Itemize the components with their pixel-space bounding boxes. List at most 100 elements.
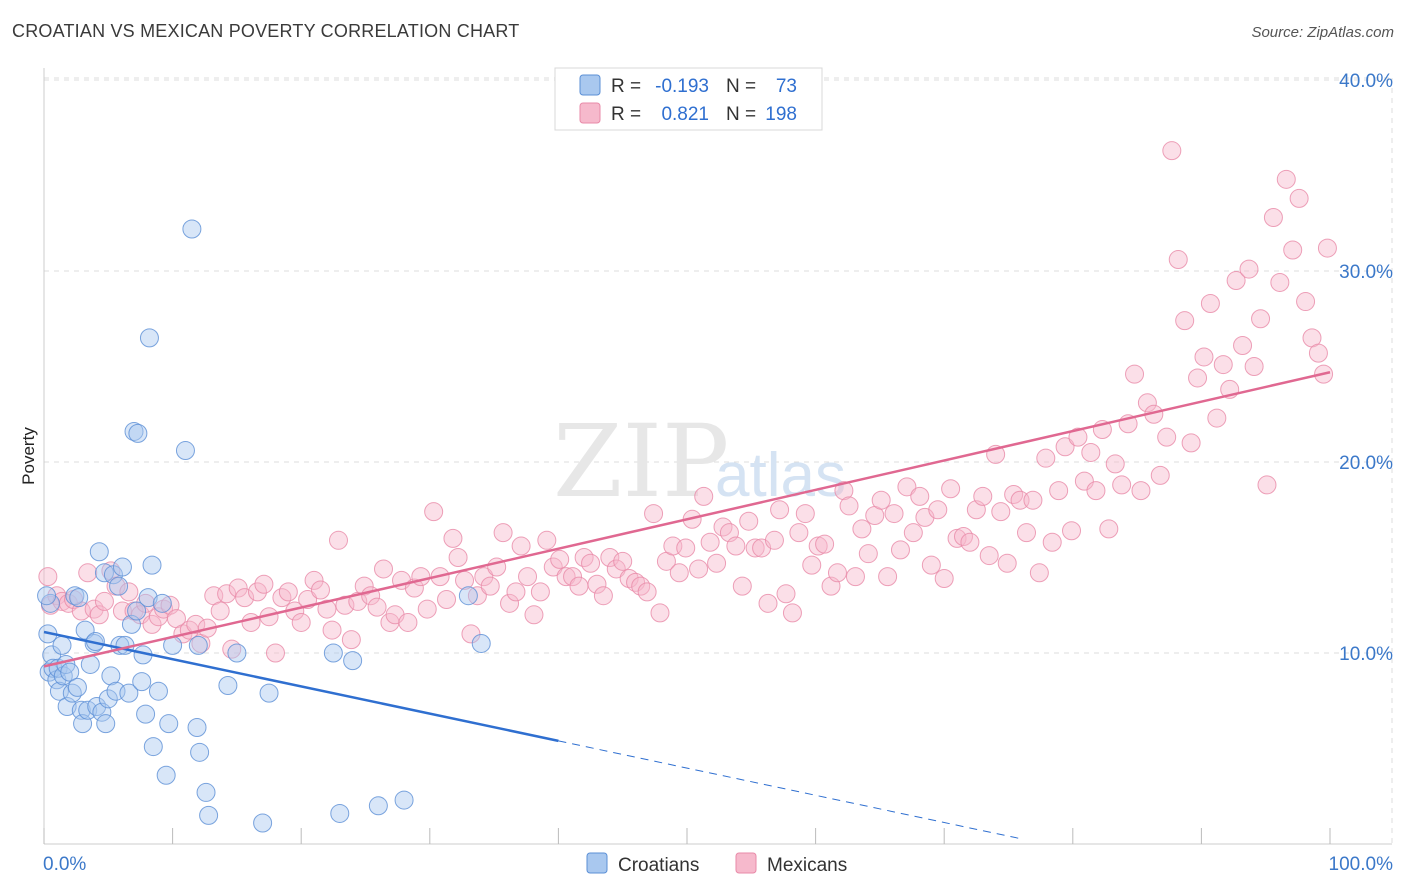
point-mexicans-45 — [310, 580, 330, 600]
point-mexicans-182 — [1175, 311, 1195, 331]
y-tick-labels: 10.0% 20.0% 30.0% 40.0% — [1339, 71, 1393, 665]
point-mexicans-113 — [739, 511, 759, 531]
point-mexicans-106 — [694, 486, 714, 506]
point-mexicans-97 — [637, 582, 657, 602]
trendlines — [43, 371, 1331, 840]
point-mexicans-130 — [845, 567, 865, 587]
series-croatians-points — [37, 219, 491, 833]
point-croatians-29 — [98, 689, 118, 709]
legend: R = -0.193 N = 73 R = 0.821 N = 198 — [554, 67, 823, 131]
point-mexicans-162 — [1049, 481, 1069, 501]
point-mexicans-145 — [941, 479, 961, 499]
point-mexicans-79 — [524, 605, 544, 625]
point-mexicans-125 — [815, 534, 835, 554]
legend-r-value-croatians: -0.193 — [655, 76, 709, 97]
point-mexicans-83 — [550, 549, 570, 569]
point-mexicans-67 — [448, 548, 468, 567]
point-mexicans-72 — [480, 576, 500, 596]
point-mexicans-154 — [997, 553, 1017, 573]
point-mexicans-132 — [858, 544, 878, 564]
point-croatians-58 — [190, 742, 210, 762]
point-mexicans-7 — [78, 563, 98, 583]
point-mexicans-86 — [569, 576, 589, 596]
point-mexicans-82 — [543, 557, 563, 577]
point-mexicans-178 — [1150, 465, 1170, 485]
point-mexicans-89 — [587, 574, 607, 594]
point-mexicans-63 — [424, 502, 444, 522]
point-mexicans-66 — [443, 528, 463, 548]
point-mexicans-81 — [537, 530, 557, 550]
point-mexicans-143 — [928, 500, 948, 520]
point-mexicans-190 — [1226, 271, 1246, 291]
point-mexicans-103 — [676, 538, 696, 558]
legend-r-value-mexicans: 0.821 — [661, 104, 709, 125]
point-mexicans-193 — [1244, 357, 1264, 376]
point-mexicans-38 — [265, 643, 285, 663]
point-mexicans-201 — [1296, 292, 1316, 312]
point-mexicans-33 — [235, 588, 255, 608]
point-croatians-62 — [227, 643, 247, 663]
point-mexicans-160 — [1036, 448, 1056, 468]
point-mexicans-47 — [322, 620, 342, 640]
point-mexicans-191 — [1233, 335, 1253, 355]
point-mexicans-0 — [38, 567, 58, 587]
legend-r-label-croatians: R = — [611, 76, 641, 97]
point-mexicans-127 — [827, 563, 847, 583]
point-mexicans-107 — [700, 532, 720, 552]
point-croatians-46 — [139, 328, 159, 348]
chart-title: CROATIAN VS MEXICAN POVERTY CORRELATION … — [12, 21, 520, 41]
point-mexicans-44 — [304, 570, 324, 590]
point-croatians-30 — [101, 666, 121, 686]
point-mexicans-52 — [354, 576, 374, 596]
trendline-mexicans — [43, 371, 1331, 668]
point-croatians-69 — [394, 790, 414, 810]
point-croatians-65 — [323, 643, 343, 663]
point-mexicans-46 — [317, 599, 337, 619]
point-croatians-67 — [343, 651, 363, 671]
bottom-legend-label-mexicans: Mexicans — [767, 855, 847, 876]
legend-n-label-croatians: N = — [726, 76, 756, 97]
legend-n-label-mexicans: N = — [726, 104, 756, 125]
point-croatians-71 — [471, 633, 491, 653]
point-mexicans-105 — [689, 559, 709, 579]
point-mexicans-74 — [493, 523, 513, 543]
point-mexicans-188 — [1213, 355, 1233, 375]
point-mexicans-75 — [500, 593, 520, 613]
point-mexicans-112 — [732, 576, 752, 596]
point-mexicans-165 — [1068, 427, 1088, 447]
watermark-zip: ZIP — [553, 403, 729, 520]
point-mexicans-168 — [1086, 481, 1106, 501]
point-mexicans-99 — [650, 603, 670, 623]
point-croatians-61 — [218, 675, 238, 695]
point-croatians-16 — [69, 588, 89, 608]
point-mexicans-170 — [1099, 519, 1119, 539]
point-mexicans-140 — [910, 486, 930, 506]
point-croatians-12 — [60, 662, 80, 682]
point-mexicans-148 — [960, 532, 980, 552]
point-mexicans-153 — [991, 502, 1011, 522]
point-mexicans-139 — [903, 523, 923, 543]
point-mexicans-197 — [1270, 272, 1290, 292]
trendline-croatians — [43, 630, 559, 743]
legend-n-value-croatians: 73 — [776, 76, 797, 97]
point-mexicans-18 — [142, 614, 162, 634]
point-mexicans-10 — [94, 591, 114, 611]
point-mexicans-123 — [802, 555, 822, 575]
point-croatians-50 — [152, 593, 172, 613]
point-croatians-8 — [52, 635, 72, 655]
point-mexicans-35 — [247, 582, 267, 602]
point-mexicans-8 — [84, 599, 104, 619]
legend-swatch-croatians — [579, 74, 601, 96]
point-mexicans-181 — [1168, 250, 1188, 270]
point-mexicans-14 — [119, 582, 139, 602]
point-croatians-54 — [175, 441, 195, 461]
point-mexicans-134 — [871, 490, 891, 510]
point-croatians-52 — [159, 714, 179, 734]
point-croatians-51 — [156, 765, 176, 785]
y-tick-label-2: 30.0% — [1339, 262, 1393, 283]
watermark-atlas: atlas — [715, 441, 846, 510]
point-mexicans-69 — [461, 624, 481, 644]
y-tick-label-3: 40.0% — [1339, 71, 1393, 92]
point-mexicans-172 — [1112, 475, 1132, 495]
point-mexicans-122 — [795, 504, 815, 524]
